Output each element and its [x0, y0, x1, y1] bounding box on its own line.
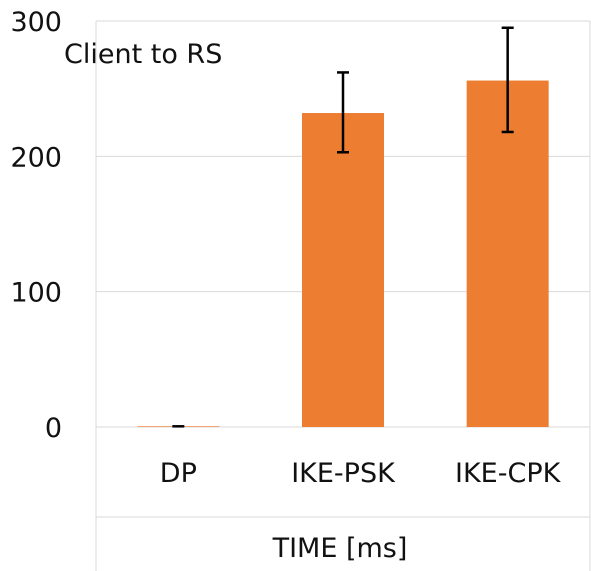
bars-layer	[137, 80, 549, 428]
error-bars-layer	[172, 26, 514, 428]
category-labels: DP IKE-PSK IKE-CPK	[160, 458, 562, 489]
y-tick-label: 100	[10, 278, 62, 309]
y-tick-label: 300	[10, 7, 62, 38]
category-label: DP	[160, 458, 197, 489]
category-label: IKE-PSK	[291, 458, 396, 489]
x-axis-title: TIME [ms]	[272, 533, 408, 564]
y-tick-label: 200	[10, 142, 62, 173]
y-tick-labels: 0 100 200 300	[10, 7, 62, 444]
chart-title: Client to RS	[64, 39, 222, 70]
y-tick-label: 0	[45, 413, 62, 444]
bar-ike-psk	[302, 113, 384, 427]
bar-ike-cpk	[466, 80, 549, 428]
category-label: IKE-CPK	[455, 458, 562, 489]
